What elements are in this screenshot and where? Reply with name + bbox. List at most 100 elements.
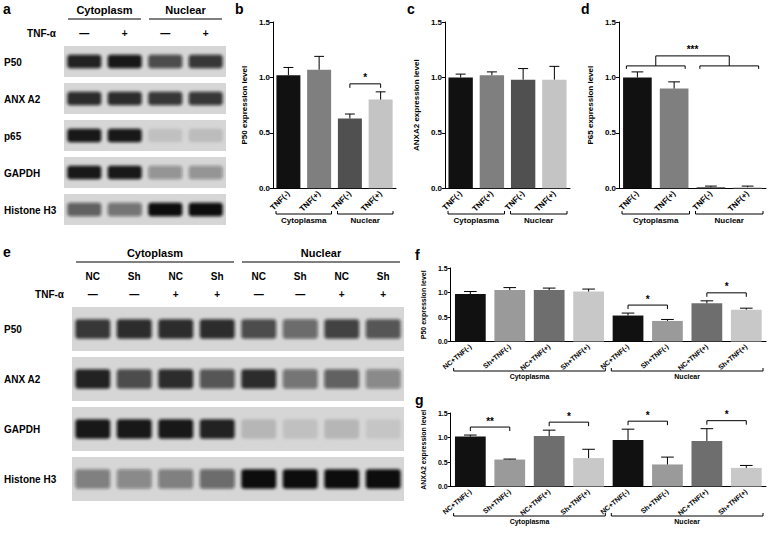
svg-text:Histone H3: Histone H3 bbox=[4, 474, 57, 485]
svg-text:+: + bbox=[380, 289, 386, 300]
svg-text:ANX A2: ANX A2 bbox=[4, 94, 41, 105]
svg-text:Sh: Sh bbox=[377, 271, 390, 282]
svg-text:—: — bbox=[129, 289, 139, 300]
svg-text:1.0: 1.0 bbox=[438, 434, 448, 441]
svg-text:Sh+TNF(+): Sh+TNF(+) bbox=[717, 488, 749, 517]
svg-text:p65: p65 bbox=[4, 131, 22, 142]
svg-text:0.0: 0.0 bbox=[438, 483, 448, 490]
svg-text:0.5: 0.5 bbox=[605, 128, 617, 137]
svg-text:TNF(-): TNF(-) bbox=[269, 189, 292, 212]
svg-text:Sh+TNF(-): Sh+TNF(-) bbox=[482, 488, 513, 516]
svg-text:0.0: 0.0 bbox=[438, 338, 448, 345]
svg-text:*: * bbox=[646, 294, 650, 305]
svg-text:***: *** bbox=[687, 44, 699, 55]
svg-text:NC+TNF(-): NC+TNF(-) bbox=[441, 488, 473, 517]
svg-text:0.5: 0.5 bbox=[431, 128, 443, 137]
svg-text:TNF-α: TNF-α bbox=[35, 289, 65, 300]
svg-text:*: * bbox=[646, 410, 650, 421]
svg-text:Cytoplasm: Cytoplasm bbox=[76, 4, 132, 16]
svg-text:—: — bbox=[254, 289, 264, 300]
svg-text:GAPDH: GAPDH bbox=[4, 424, 40, 435]
svg-text:TNF(+): TNF(+) bbox=[726, 189, 751, 214]
svg-text:TNF(-): TNF(-) bbox=[441, 189, 464, 212]
svg-text:0.0: 0.0 bbox=[605, 184, 617, 193]
svg-text:Cytoplasma: Cytoplasma bbox=[633, 216, 679, 225]
svg-text:P65 expression level: P65 expression level bbox=[586, 66, 595, 145]
svg-text:0.5: 0.5 bbox=[438, 459, 448, 466]
svg-text:*: * bbox=[567, 411, 571, 422]
svg-text:Sh+TNF(+): Sh+TNF(+) bbox=[559, 488, 591, 517]
svg-text:Nuclear: Nuclear bbox=[351, 216, 380, 225]
svg-text:Cytoplasma: Cytoplasma bbox=[281, 216, 327, 225]
svg-text:1.5: 1.5 bbox=[438, 410, 448, 417]
svg-text:P50: P50 bbox=[4, 324, 22, 335]
svg-text:TNF(+): TNF(+) bbox=[298, 189, 323, 214]
svg-text:Nuclear: Nuclear bbox=[165, 4, 206, 16]
svg-text:1.0: 1.0 bbox=[605, 73, 617, 82]
svg-text:0.0: 0.0 bbox=[259, 184, 271, 193]
svg-text:—: — bbox=[79, 28, 89, 39]
svg-text:ANXA2 expression level: ANXA2 expression level bbox=[412, 59, 421, 151]
svg-text:0.0: 0.0 bbox=[431, 184, 443, 193]
svg-text:*: * bbox=[363, 72, 367, 83]
svg-text:0.5: 0.5 bbox=[259, 128, 271, 137]
svg-text:Sh+TNF(+): Sh+TNF(+) bbox=[559, 343, 591, 372]
svg-text:P50: P50 bbox=[4, 57, 22, 68]
svg-text:**: ** bbox=[486, 416, 494, 427]
svg-text:Sh+TNF(+): Sh+TNF(+) bbox=[717, 343, 749, 372]
svg-text:GAPDH: GAPDH bbox=[4, 168, 40, 179]
svg-text:Cytoplasma: Cytoplasma bbox=[454, 216, 500, 225]
svg-text:1.0: 1.0 bbox=[259, 73, 271, 82]
svg-text:TNF(-): TNF(-) bbox=[618, 189, 641, 212]
svg-text:NC+TNF(-): NC+TNF(-) bbox=[599, 343, 631, 372]
svg-text:*: * bbox=[725, 409, 729, 420]
svg-text:ANXA2 expression level: ANXA2 expression level bbox=[420, 410, 428, 490]
svg-text:1.5: 1.5 bbox=[431, 18, 443, 27]
svg-text:NC+TNF(-): NC+TNF(-) bbox=[441, 343, 473, 372]
svg-text:TNF(-): TNF(-) bbox=[330, 189, 353, 212]
svg-text:Nuclear: Nuclear bbox=[301, 247, 342, 259]
svg-text:—: — bbox=[160, 28, 170, 39]
svg-text:Cytoplasm: Cytoplasm bbox=[127, 247, 183, 259]
svg-text:+: + bbox=[203, 28, 209, 39]
svg-text:P50 expression level: P50 expression level bbox=[240, 66, 249, 145]
svg-text:TNF(+): TNF(+) bbox=[471, 189, 496, 214]
svg-text:P50 expression level: P50 expression level bbox=[420, 270, 428, 339]
svg-text:NC+TNF(+): NC+TNF(+) bbox=[519, 488, 552, 518]
svg-text:NC: NC bbox=[169, 271, 183, 282]
svg-text:TNF(+): TNF(+) bbox=[359, 189, 384, 214]
svg-text:TNF-α: TNF-α bbox=[27, 28, 57, 39]
svg-text:1.0: 1.0 bbox=[438, 289, 448, 296]
svg-text:NC+TNF(-): NC+TNF(-) bbox=[599, 488, 631, 517]
svg-text:Sh: Sh bbox=[211, 271, 224, 282]
svg-text:+: + bbox=[339, 289, 345, 300]
svg-text:NC+TNF(+): NC+TNF(+) bbox=[677, 343, 710, 373]
svg-text:+: + bbox=[122, 28, 128, 39]
svg-text:—: — bbox=[88, 289, 98, 300]
svg-text:TNF(-): TNF(-) bbox=[691, 189, 714, 212]
svg-text:*: * bbox=[725, 281, 729, 292]
svg-text:NC+TNF(+): NC+TNF(+) bbox=[519, 343, 552, 373]
svg-text:+: + bbox=[173, 289, 179, 300]
svg-text:NC: NC bbox=[335, 271, 349, 282]
svg-text:Cytoplasma: Cytoplasma bbox=[510, 518, 550, 526]
svg-text:Nuclear: Nuclear bbox=[715, 216, 744, 225]
svg-text:Nuclear: Nuclear bbox=[674, 518, 700, 525]
svg-text:NC: NC bbox=[86, 271, 100, 282]
svg-text:TNF(+): TNF(+) bbox=[653, 189, 678, 214]
svg-text:TNF(-): TNF(-) bbox=[503, 189, 526, 212]
svg-text:Sh+TNF(-): Sh+TNF(-) bbox=[639, 343, 670, 371]
svg-text:Histone H3: Histone H3 bbox=[4, 205, 57, 216]
svg-text:—: — bbox=[295, 289, 305, 300]
svg-text:1.5: 1.5 bbox=[438, 265, 448, 272]
svg-text:Nuclear: Nuclear bbox=[674, 373, 700, 380]
svg-text:NC: NC bbox=[252, 271, 266, 282]
svg-text:TNF(+): TNF(+) bbox=[533, 189, 558, 214]
svg-text:Sh: Sh bbox=[128, 271, 141, 282]
svg-text:NC+TNF(+): NC+TNF(+) bbox=[677, 488, 710, 518]
svg-text:Sh+TNF(-): Sh+TNF(-) bbox=[639, 488, 670, 516]
svg-text:1.0: 1.0 bbox=[431, 73, 443, 82]
svg-text:1.5: 1.5 bbox=[605, 18, 617, 27]
svg-text:ANX A2: ANX A2 bbox=[4, 374, 41, 385]
svg-text:0.5: 0.5 bbox=[438, 314, 448, 321]
